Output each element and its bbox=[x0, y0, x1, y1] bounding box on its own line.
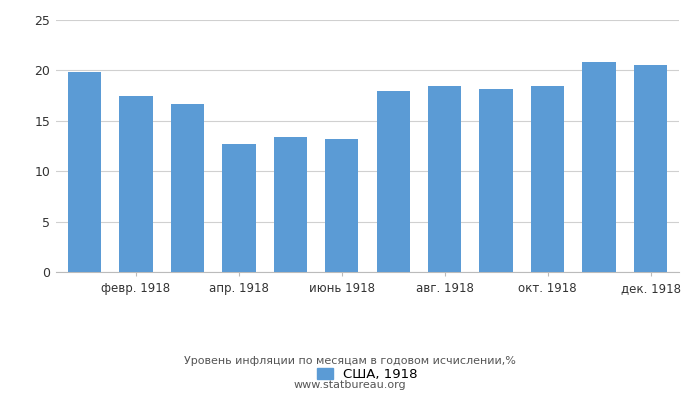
Bar bbox=[582, 62, 616, 272]
Bar bbox=[377, 90, 410, 272]
Text: www.statbureau.org: www.statbureau.org bbox=[294, 380, 406, 390]
Bar bbox=[222, 144, 256, 272]
Bar bbox=[480, 88, 513, 272]
Bar bbox=[119, 96, 153, 272]
Bar bbox=[68, 72, 101, 272]
Text: Уровень инфляции по месяцам в годовом исчислении,%: Уровень инфляции по месяцам в годовом ис… bbox=[184, 356, 516, 366]
Bar bbox=[428, 86, 461, 272]
Bar bbox=[634, 65, 667, 272]
Bar bbox=[171, 104, 204, 272]
Legend: США, 1918: США, 1918 bbox=[317, 368, 418, 381]
Bar bbox=[274, 137, 307, 272]
Bar bbox=[531, 86, 564, 272]
Bar bbox=[325, 139, 358, 272]
